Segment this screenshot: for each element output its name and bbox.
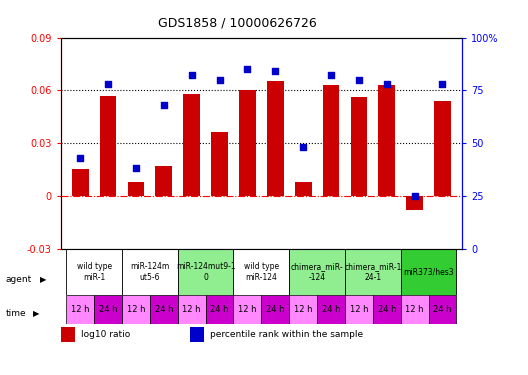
- Text: chimera_miR-
-124: chimera_miR- -124: [291, 262, 343, 282]
- Bar: [401, 295, 429, 324]
- Text: miR373/hes3: miR373/hes3: [403, 267, 454, 276]
- Point: [438, 81, 447, 87]
- Text: GDS1858 / 10000626726: GDS1858 / 10000626726: [158, 17, 317, 30]
- Text: 24 h: 24 h: [378, 305, 396, 314]
- Text: 12 h: 12 h: [406, 305, 424, 314]
- Text: time: time: [5, 309, 26, 318]
- Text: 12 h: 12 h: [350, 305, 368, 314]
- Text: 24 h: 24 h: [433, 305, 452, 314]
- Text: 12 h: 12 h: [183, 305, 201, 314]
- Bar: [261, 295, 289, 324]
- Bar: [155, 166, 172, 196]
- Point: [327, 72, 335, 78]
- Text: miR-124m
ut5-6: miR-124m ut5-6: [130, 262, 169, 282]
- Bar: [317, 295, 345, 324]
- Point: [410, 193, 419, 199]
- Text: ▶: ▶: [33, 309, 39, 318]
- Bar: [178, 295, 205, 324]
- Bar: [128, 182, 144, 196]
- Text: 24 h: 24 h: [155, 305, 173, 314]
- Bar: [233, 249, 289, 295]
- Bar: [67, 249, 122, 295]
- Bar: [345, 249, 401, 295]
- Point: [271, 68, 279, 74]
- Bar: [429, 295, 456, 324]
- Bar: [61, 327, 75, 342]
- Point: [383, 81, 391, 87]
- Point: [243, 66, 252, 72]
- Text: 12 h: 12 h: [71, 305, 89, 314]
- Bar: [122, 295, 150, 324]
- Text: percentile rank within the sample: percentile rank within the sample: [210, 330, 363, 339]
- Bar: [122, 249, 178, 295]
- Point: [355, 77, 363, 83]
- Bar: [289, 249, 345, 295]
- Point: [104, 81, 112, 87]
- Text: 24 h: 24 h: [322, 305, 340, 314]
- Text: chimera_miR-1
24-1: chimera_miR-1 24-1: [344, 262, 401, 282]
- Bar: [434, 101, 451, 196]
- Text: 24 h: 24 h: [99, 305, 117, 314]
- Bar: [150, 295, 178, 324]
- Bar: [183, 94, 200, 196]
- Bar: [205, 295, 233, 324]
- Point: [299, 144, 307, 150]
- Text: log10 ratio: log10 ratio: [81, 330, 130, 339]
- Bar: [100, 96, 117, 196]
- Bar: [267, 81, 284, 196]
- Bar: [351, 97, 367, 196]
- Bar: [94, 295, 122, 324]
- Bar: [379, 85, 395, 196]
- Text: 24 h: 24 h: [266, 305, 285, 314]
- Text: 12 h: 12 h: [127, 305, 145, 314]
- Bar: [239, 90, 256, 196]
- Point: [132, 165, 140, 171]
- Point: [187, 72, 196, 78]
- Bar: [190, 327, 204, 342]
- Text: agent: agent: [5, 275, 32, 284]
- Text: 24 h: 24 h: [210, 305, 229, 314]
- Text: wild type
miR-1: wild type miR-1: [77, 262, 112, 282]
- Text: miR-124mut9-1
0: miR-124mut9-1 0: [176, 262, 235, 282]
- Point: [76, 155, 84, 161]
- Text: 12 h: 12 h: [294, 305, 313, 314]
- Bar: [373, 295, 401, 324]
- Bar: [67, 295, 94, 324]
- Bar: [295, 182, 312, 196]
- Bar: [345, 295, 373, 324]
- Bar: [178, 249, 233, 295]
- Bar: [211, 132, 228, 196]
- Bar: [233, 295, 261, 324]
- Bar: [323, 85, 340, 196]
- Text: wild type
miR-124: wild type miR-124: [244, 262, 279, 282]
- Point: [159, 102, 168, 108]
- Text: ▶: ▶: [40, 275, 46, 284]
- Text: 12 h: 12 h: [238, 305, 257, 314]
- Point: [215, 77, 224, 83]
- Bar: [72, 170, 89, 196]
- Bar: [401, 249, 456, 295]
- Bar: [406, 196, 423, 210]
- Bar: [289, 295, 317, 324]
